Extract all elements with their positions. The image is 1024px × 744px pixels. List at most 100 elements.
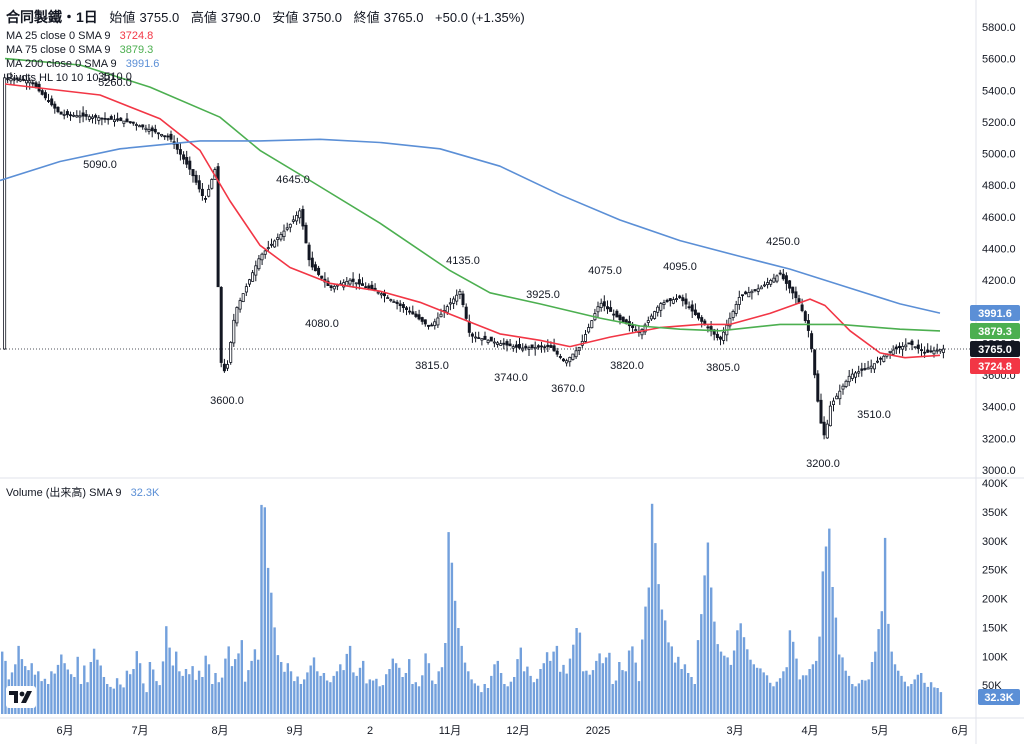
volume-bar [732,650,736,714]
volume-bar [644,606,647,714]
ma200-legend[interactable]: MA 200 close 0 SMA 9 3991.6 [6,57,159,71]
volume-bar [96,659,99,714]
volume-bar [542,663,545,714]
volume-bar [867,679,870,714]
candle-body [288,223,292,228]
tradingview-logo[interactable] [6,686,36,708]
volume-bar [739,623,742,714]
volume-bar [719,651,723,714]
candle-body [753,289,757,292]
volume-bar [224,658,227,714]
candle-body [731,310,735,318]
candle-body [599,302,603,308]
candle-body [530,344,534,348]
volume-bar [175,651,178,714]
volume-bar [762,672,765,714]
candle-body [540,345,544,348]
candle-body [744,291,748,295]
candle-body [263,250,267,255]
candle-body [898,345,902,348]
time-tick-label: 7月 [131,725,148,737]
candle-body [295,214,299,222]
candle-body [147,128,151,132]
ma200-line[interactable] [0,138,941,314]
candle-body [128,121,132,123]
volume-bar [641,639,644,714]
volume-bar [56,664,60,714]
volume-bar [598,653,601,714]
volume-bar [831,587,834,714]
price-tag-label: 3724.8 [978,361,1012,373]
candle-body [291,219,295,222]
ma25-line[interactable] [4,83,941,359]
candle-body [134,124,138,126]
volume-bar [457,628,460,714]
volume-bar [473,683,476,714]
high-value: 3790.0 [220,10,261,25]
volume-bar [844,670,847,714]
candle-body [131,121,135,124]
open-value: 3755.0 [139,10,180,25]
candle-body [87,116,91,120]
ma25-legend[interactable]: MA 25 close 0 SMA 9 3724.8 [6,29,153,43]
volume-bar [595,660,598,714]
candle-body [408,310,412,313]
candle-body [279,233,283,240]
volume-bar [608,652,611,714]
volume-bar [129,674,132,714]
volume-bar [355,675,358,714]
candle-body [260,253,264,261]
volume-bar [857,683,861,714]
volume-bar [378,686,381,714]
volume-bar [83,665,86,714]
volume-bar [234,659,237,714]
candle-body [197,180,201,190]
candle-body [235,307,239,324]
volume-bar [385,674,388,714]
volume-bar [217,682,220,714]
volume-bar [562,664,565,714]
candle-body [433,321,437,326]
volume-bar [841,657,844,714]
candle-body [838,390,842,400]
volume-bar [427,663,431,714]
volume-bar [811,664,815,714]
volume-bar [342,670,345,714]
candle-body [31,82,35,85]
volume-bar [723,655,726,714]
volume-bar [650,503,654,714]
candle-body [141,124,145,128]
candle-body [527,347,531,350]
volume-legend[interactable]: Volume (出来高) SMA 9 32.3K [6,486,159,500]
volume-bar [40,681,43,714]
symbol-title[interactable]: 合同製鐵・1日 [6,9,98,25]
volume-bar [60,654,63,714]
candle-body [687,306,691,309]
candle-body [719,336,723,340]
pivot-label: 5260.0 [98,77,132,89]
volume-bar [240,640,243,714]
volume-bar [647,587,650,714]
volume-bar [631,646,634,714]
volume-tag-label: 32.3K [984,692,1013,704]
volume-bar [493,664,496,714]
volume-bar [211,684,214,714]
candle-body [398,303,402,306]
candle-body [835,395,839,400]
volume-bar [772,686,775,714]
candle-body [640,329,644,336]
ma75-legend[interactable]: MA 75 close 0 SMA 9 3879.3 [6,43,153,57]
candle-body [552,345,556,352]
volume-bar [545,652,549,714]
candle-body [6,77,10,80]
volume-bar [838,654,841,714]
ma75-line[interactable] [4,57,941,332]
candle-body [511,346,515,349]
pivots-legend[interactable]: Pivots HL 10 10 10 10 [6,71,114,85]
volume-bar [785,667,788,714]
volume-bar [926,686,929,714]
candle-body [706,326,710,329]
volume-bar [470,679,473,714]
candle-body [103,118,107,120]
